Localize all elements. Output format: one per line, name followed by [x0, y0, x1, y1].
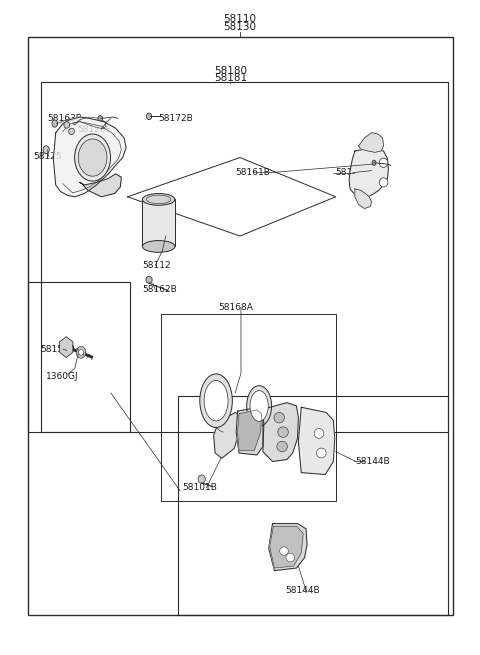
Ellipse shape — [98, 116, 103, 121]
Polygon shape — [236, 407, 264, 455]
Ellipse shape — [74, 134, 110, 181]
Ellipse shape — [198, 475, 205, 483]
Polygon shape — [349, 148, 388, 198]
Ellipse shape — [146, 113, 152, 120]
Ellipse shape — [317, 448, 326, 458]
Text: 58161B: 58161B — [235, 168, 270, 177]
Text: 58125F: 58125F — [77, 125, 111, 134]
Ellipse shape — [43, 146, 49, 154]
Bar — [143, 199, 175, 246]
Text: 1360GJ: 1360GJ — [46, 372, 79, 381]
Polygon shape — [270, 526, 303, 568]
Text: 58168A: 58168A — [218, 303, 253, 312]
Ellipse shape — [250, 390, 268, 421]
Ellipse shape — [79, 349, 84, 355]
Ellipse shape — [274, 413, 285, 423]
Ellipse shape — [64, 122, 70, 128]
Polygon shape — [80, 174, 121, 196]
Ellipse shape — [379, 178, 388, 187]
Polygon shape — [214, 413, 240, 458]
Text: 58180: 58180 — [214, 66, 247, 75]
Ellipse shape — [277, 441, 288, 452]
Polygon shape — [359, 133, 384, 153]
Ellipse shape — [314, 428, 324, 438]
Text: 58144B: 58144B — [355, 457, 389, 466]
Bar — [178, 396, 448, 615]
Bar — [41, 83, 448, 432]
Text: 58130: 58130 — [224, 22, 256, 32]
Text: 58181: 58181 — [214, 73, 247, 83]
Text: 58125: 58125 — [33, 152, 62, 160]
Polygon shape — [53, 117, 126, 196]
Ellipse shape — [247, 386, 272, 426]
Bar — [28, 282, 130, 432]
Ellipse shape — [146, 276, 152, 284]
Polygon shape — [263, 403, 299, 462]
Polygon shape — [269, 523, 307, 571]
Ellipse shape — [69, 128, 74, 135]
Text: 58163B: 58163B — [48, 114, 83, 123]
Ellipse shape — [204, 381, 228, 421]
Text: 58110: 58110 — [224, 14, 256, 24]
Ellipse shape — [143, 240, 175, 252]
Ellipse shape — [76, 346, 86, 358]
Ellipse shape — [372, 160, 376, 166]
Bar — [28, 37, 453, 615]
Ellipse shape — [143, 193, 175, 205]
Text: 58151B: 58151B — [40, 345, 75, 354]
Ellipse shape — [280, 547, 288, 555]
Ellipse shape — [78, 139, 107, 176]
Polygon shape — [355, 189, 372, 208]
Text: 58172B: 58172B — [158, 114, 193, 123]
Polygon shape — [299, 407, 335, 475]
Bar — [161, 314, 336, 500]
Ellipse shape — [379, 159, 388, 168]
Ellipse shape — [200, 374, 232, 428]
Ellipse shape — [278, 427, 288, 438]
Text: 58144B: 58144B — [286, 586, 320, 595]
Text: 58101B: 58101B — [182, 483, 217, 492]
Text: 58162B: 58162B — [142, 285, 177, 294]
Polygon shape — [238, 410, 262, 451]
Ellipse shape — [286, 553, 295, 562]
Text: 58112: 58112 — [142, 261, 170, 270]
Ellipse shape — [52, 120, 58, 127]
Text: 58102A: 58102A — [336, 168, 371, 177]
